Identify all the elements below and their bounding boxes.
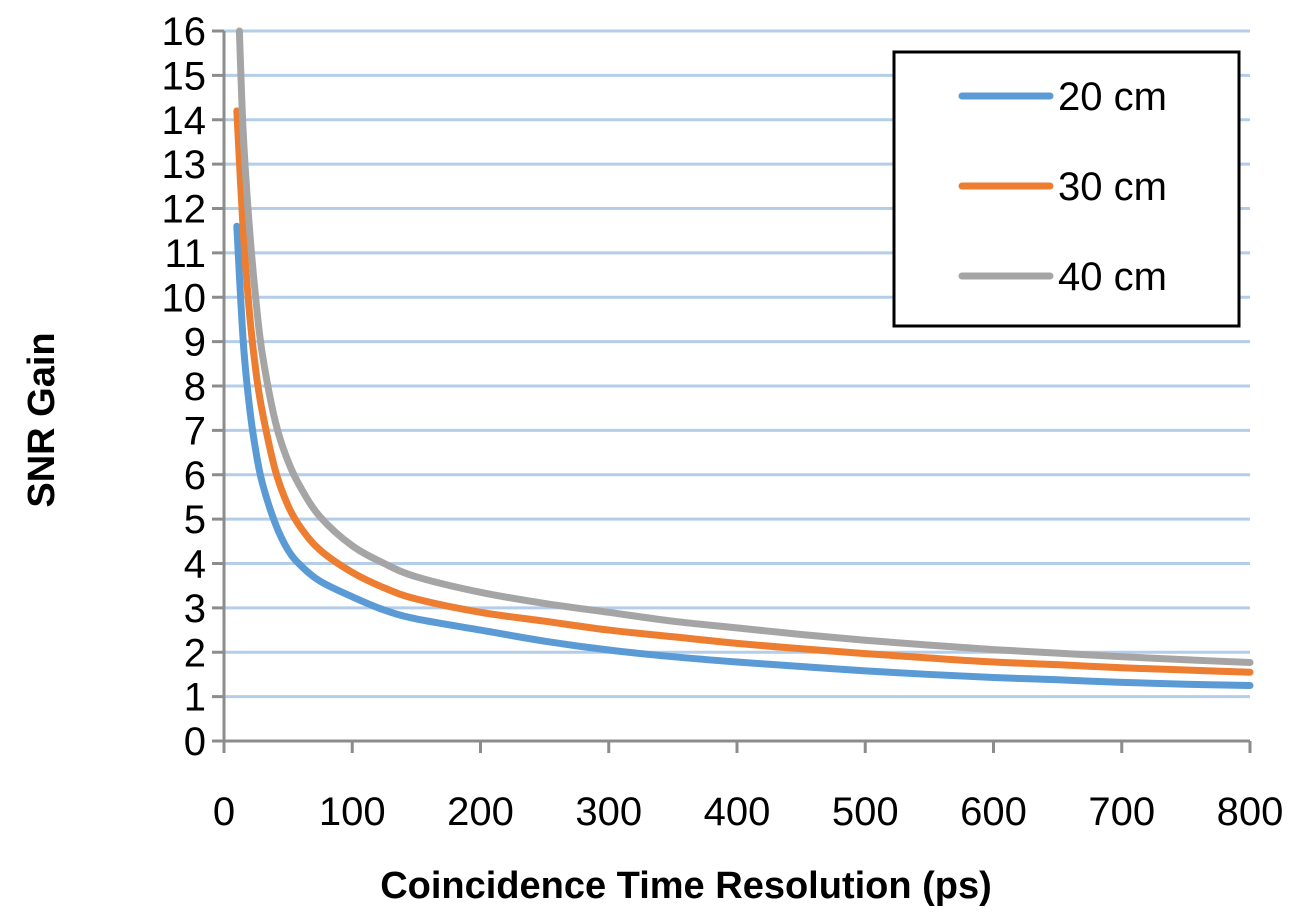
- y-tick-label: 6: [184, 454, 206, 498]
- legend-box: [892, 50, 1241, 328]
- x-tick-label: 0: [213, 790, 235, 834]
- y-tick-label: 16: [162, 10, 207, 54]
- x-tick-label: 500: [832, 790, 899, 834]
- x-tick-label: 300: [575, 790, 642, 834]
- x-tick-label: 400: [704, 790, 771, 834]
- legend-label: 40 cm: [1058, 255, 1167, 299]
- series-line-40-cm: [235, 27, 1254, 666]
- axis-layer: [212, 29, 1252, 753]
- x-axis-title: Coincidence Time Resolution (ps): [380, 865, 992, 907]
- series-line-20-cm: [233, 222, 1254, 690]
- y-tick-label: 2: [184, 631, 206, 675]
- x-tick-label: 800: [1217, 790, 1284, 834]
- legend-label: 30 cm: [1058, 165, 1167, 209]
- y-tick-label: 13: [162, 143, 207, 187]
- series-layer: [233, 27, 1254, 690]
- y-tick-label: 5: [184, 498, 206, 542]
- y-tick-label: 15: [162, 54, 207, 98]
- legend: 20 cm 30 cm 40 cm: [892, 50, 1241, 328]
- x-tick-label: 200: [447, 790, 514, 834]
- x-tick-label: 600: [960, 790, 1027, 834]
- y-tick-label: 1: [184, 676, 206, 720]
- y-tick-label: 8: [184, 365, 206, 409]
- x-tick-label: 100: [319, 790, 386, 834]
- series-line-30-cm: [233, 107, 1254, 676]
- y-tick-label: 9: [184, 321, 206, 365]
- y-tick-label: 0: [184, 720, 206, 764]
- y-tick-label: 4: [184, 543, 206, 587]
- x-tick-label: 700: [1088, 790, 1155, 834]
- y-tick-label: 3: [184, 587, 206, 631]
- y-tick-label: 7: [184, 409, 206, 453]
- y-tick-label: 14: [162, 99, 207, 143]
- y-tick-label: 10: [162, 276, 207, 320]
- y-axis-title: SNR Gain: [21, 332, 63, 507]
- legend-entries: 20 cm 30 cm 40 cm: [958, 75, 1167, 299]
- y-tick-label: 12: [162, 188, 207, 232]
- legend-label: 20 cm: [1058, 75, 1167, 119]
- y-tick-label: 11: [164, 232, 206, 276]
